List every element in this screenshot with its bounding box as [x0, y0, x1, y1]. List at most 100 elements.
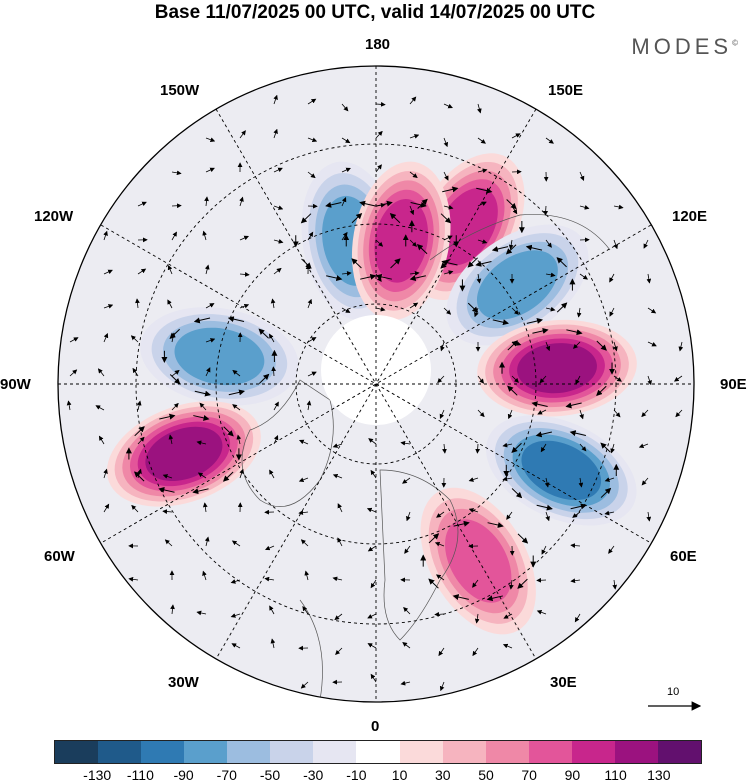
lon-label-30e: 30E — [550, 674, 577, 691]
wind-arrow — [202, 230, 207, 241]
wind-arrow — [168, 434, 174, 445]
wind-arrow — [375, 202, 386, 208]
wind-arrow — [239, 235, 249, 241]
wind-arrow — [474, 613, 480, 624]
wind-arrow — [440, 213, 452, 224]
wind-arrow — [467, 257, 478, 268]
wind-arrow — [204, 264, 210, 275]
wind-arrow — [103, 468, 108, 479]
colorbar-tick-label: -10 — [346, 767, 367, 783]
colorbar-swatch — [98, 741, 142, 763]
wind-arrow — [326, 275, 343, 281]
colorbar-tick-label: 130 — [647, 767, 671, 783]
colorbar-tick-label: 30 — [435, 767, 451, 783]
wind-arrow — [579, 443, 587, 452]
wind-arrow — [511, 488, 523, 499]
wind-arrow — [600, 442, 611, 453]
wind-arrow — [171, 402, 179, 411]
wind-arrow — [443, 307, 452, 315]
wind-arrow — [544, 477, 550, 488]
wind-arrow — [443, 235, 453, 241]
colorbar-tick-label: -110 — [126, 767, 154, 783]
colorbar-tick-label: -130 — [83, 767, 112, 783]
wind-arrow — [532, 327, 549, 334]
wind-arrow — [325, 201, 342, 208]
colorbar-swatch — [399, 741, 443, 763]
wind-arrow — [205, 167, 215, 173]
wind-arrow — [440, 258, 451, 269]
wind-arrow — [204, 536, 210, 547]
wind-arrow — [170, 332, 176, 343]
colorbar-swatch — [442, 741, 486, 763]
wind-arrow — [232, 369, 241, 377]
wind-arrow — [375, 164, 382, 173]
wind-arrow — [477, 375, 485, 384]
wind-arrow — [477, 103, 482, 114]
wind-arrow — [434, 541, 445, 547]
wind-arrow — [167, 299, 173, 309]
wind-arrow — [409, 96, 417, 105]
wind-arrow — [269, 333, 275, 343]
wind-arrow — [196, 440, 207, 446]
wind-arrow — [236, 434, 242, 445]
colorbar-swatch — [571, 741, 615, 763]
wind-vectors — [66, 94, 684, 692]
wind-arrow — [678, 341, 684, 352]
wind-arrow — [428, 578, 439, 589]
wind-arrow — [341, 231, 348, 241]
wind-arrow — [335, 647, 343, 655]
wind-arrow — [647, 307, 657, 314]
wind-arrow — [205, 367, 211, 377]
wind-arrow — [442, 186, 459, 193]
colorbar-swatch — [485, 741, 529, 763]
wind-arrow — [472, 579, 479, 588]
lon-label-90e: 90E — [720, 376, 747, 393]
lon-label-120e: 120E — [672, 208, 708, 225]
wind-arrow — [164, 539, 173, 547]
wind-arrow — [402, 477, 411, 484]
colorbar-swatch — [227, 741, 271, 763]
wind-arrow — [572, 341, 581, 349]
wind-arrow — [367, 643, 377, 649]
wind-arrow — [158, 486, 175, 493]
wind-arrow — [137, 436, 145, 445]
wind-arrow — [574, 613, 581, 623]
wind-arrow — [95, 405, 105, 411]
colorbar-tick-label: -30 — [303, 767, 324, 783]
wind-arrow — [570, 543, 581, 548]
wind-arrow — [536, 577, 547, 583]
wind-arrow — [443, 204, 454, 210]
wind-arrow — [511, 133, 521, 139]
wind-arrow — [204, 196, 209, 207]
colorbar-swatch — [184, 741, 228, 763]
vector-scale-value: 10 — [667, 686, 680, 698]
wind-arrow — [647, 341, 657, 347]
wind-arrow — [675, 409, 683, 418]
wind-arrow — [202, 570, 207, 581]
wind-arrow — [600, 487, 612, 498]
wind-arrow — [103, 230, 108, 241]
wind-arrow — [231, 540, 241, 547]
wind-arrow — [231, 643, 241, 649]
wind-arrow — [576, 307, 582, 318]
wind-arrow — [199, 402, 207, 411]
wind-arrow — [359, 200, 376, 207]
wind-arrow — [270, 638, 276, 649]
wind-arrow — [507, 340, 518, 351]
colorbar-swatch — [657, 741, 701, 763]
wind-arrow — [556, 302, 568, 313]
wind-arrow — [375, 101, 386, 107]
wind-arrow — [477, 239, 488, 244]
wind-arrow — [441, 259, 458, 266]
wind-arrow — [442, 443, 447, 454]
wind-arrow — [402, 642, 411, 649]
wind-arrow — [332, 576, 343, 582]
anomaly-contour — [145, 426, 223, 482]
wind-arrow — [477, 409, 485, 418]
wind-arrow — [476, 273, 482, 284]
wind-arrow — [536, 504, 553, 511]
wind-arrow — [641, 477, 649, 486]
wind-arrow — [647, 375, 652, 386]
wind-arrow — [545, 306, 556, 312]
wind-arrow — [360, 273, 377, 280]
